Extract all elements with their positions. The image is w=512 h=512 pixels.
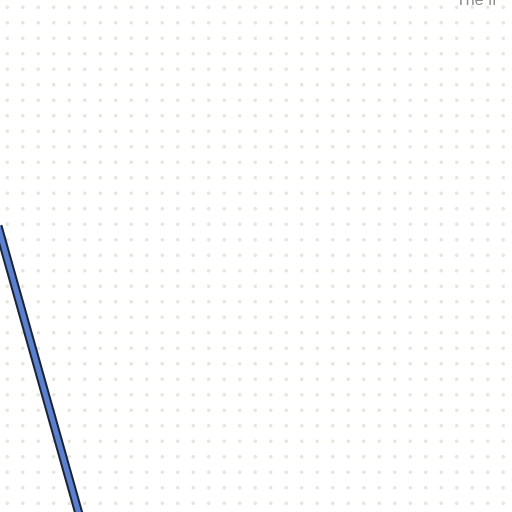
canvas-text-fragment[interactable]: The fi (456, 0, 497, 9)
connector-line[interactable] (0, 225, 82, 512)
